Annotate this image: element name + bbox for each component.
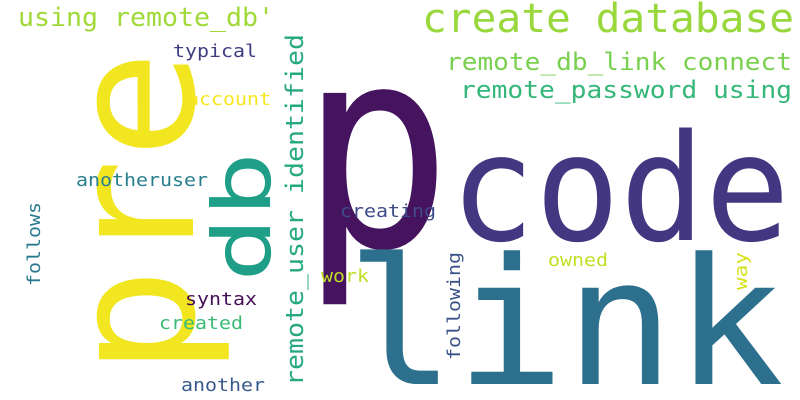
word-remote-password-using: remote_password using: [460, 76, 792, 104]
word-work: work: [321, 266, 369, 287]
word-pre: pre: [33, 50, 234, 376]
word-syntax: syntax: [185, 289, 257, 310]
word-creating: creating: [340, 201, 436, 222]
word-code: code: [450, 103, 790, 275]
word-db: db: [196, 152, 289, 282]
word-following: following: [444, 252, 465, 360]
word-link: link: [346, 221, 784, 400]
word-remote-user-identified: remote_user identified: [281, 34, 309, 386]
word-follows: follows: [24, 202, 45, 286]
word-owned: owned: [548, 250, 608, 271]
word-p: p: [300, 0, 452, 313]
word-typical: typical: [173, 41, 257, 62]
word-create-database: create database: [422, 0, 794, 42]
word-way: way: [731, 252, 752, 290]
word-another: another: [181, 375, 265, 396]
word-created: created: [159, 313, 243, 334]
word-using-remote-db: using remote_db': [18, 3, 274, 33]
word-remote-db-link-connect: remote_db_link connect: [446, 48, 792, 76]
word-account: account: [187, 89, 271, 110]
word-anotheruser: anotheruser: [76, 170, 208, 191]
